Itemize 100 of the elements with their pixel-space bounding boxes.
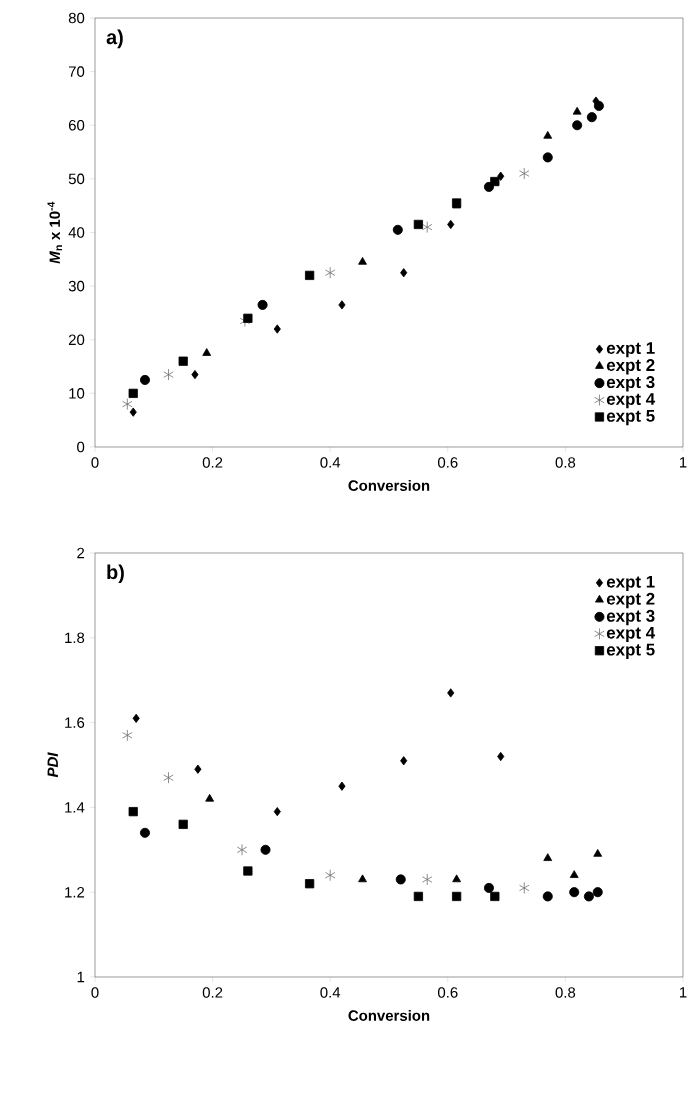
point <box>273 324 281 334</box>
point <box>592 887 603 898</box>
point <box>122 398 133 410</box>
legend-label: expt 4 <box>606 393 655 409</box>
x-tick-label: 0.4 <box>320 457 341 468</box>
point <box>128 807 138 817</box>
point <box>490 176 500 187</box>
y-tick-label: 80 <box>68 12 85 24</box>
y-tick-label: 50 <box>68 173 85 185</box>
annotation: a) <box>106 29 123 49</box>
point <box>413 891 423 902</box>
legend-label: expt 5 <box>606 410 655 426</box>
point <box>194 764 202 774</box>
x-axis-title: Conversion <box>348 1009 430 1021</box>
point <box>483 882 494 893</box>
point <box>447 688 455 698</box>
y-tick-label: 40 <box>68 227 85 238</box>
legend-label: expt 3 <box>606 609 655 626</box>
point <box>358 874 367 883</box>
x-axis-title: Conversion <box>348 479 430 491</box>
point <box>447 219 455 230</box>
point <box>421 873 433 886</box>
point <box>400 756 408 766</box>
point <box>257 299 268 310</box>
x-tick-label: 1 <box>679 457 687 468</box>
y-tick-label: 1.8 <box>65 632 85 644</box>
point <box>583 891 594 902</box>
x-tick-label: 0.8 <box>555 457 576 468</box>
y-tick-label: 30 <box>68 280 85 292</box>
point <box>304 879 315 889</box>
x-tick-label: 0.6 <box>437 987 458 998</box>
point <box>191 370 199 380</box>
legend-label: expt 2 <box>606 592 655 609</box>
y-tick-label: 70 <box>68 66 85 77</box>
point <box>392 224 403 235</box>
point <box>586 112 597 123</box>
point <box>338 781 346 791</box>
point <box>243 313 253 323</box>
point <box>569 887 580 898</box>
point <box>338 300 346 310</box>
y-tick-label: 0 <box>77 441 85 453</box>
point <box>569 870 579 878</box>
point <box>324 266 336 279</box>
y-tick-label: 10 <box>69 388 85 399</box>
point <box>205 793 214 802</box>
point <box>572 120 583 131</box>
point <box>129 407 137 417</box>
point <box>542 891 553 902</box>
x-tick-label: 0.8 <box>555 987 576 998</box>
y-tick-label: 1.6 <box>65 717 85 728</box>
point <box>421 221 433 234</box>
point <box>519 882 530 894</box>
y-axis-title: PDI <box>47 752 58 778</box>
point <box>400 268 408 278</box>
point <box>593 849 603 857</box>
x-tick-label: 0.4 <box>320 987 341 998</box>
point <box>304 270 315 280</box>
point <box>139 827 150 838</box>
y-tick-label: 1 <box>77 971 85 983</box>
point <box>132 713 140 723</box>
x-tick-label: 0.2 <box>202 457 223 468</box>
point <box>178 356 188 366</box>
y-tick-label: 1.4 <box>65 802 85 813</box>
point <box>395 874 406 885</box>
point <box>358 256 367 265</box>
point <box>163 368 174 381</box>
point <box>163 771 174 784</box>
legend-label: expt 4 <box>606 626 655 643</box>
x-tick-label: 0 <box>91 457 99 468</box>
y-axis-title: M$_{n}$ x 10$^{-4}$ <box>47 201 62 264</box>
point <box>260 844 271 855</box>
y-tick-label: 20 <box>68 334 85 346</box>
point <box>273 807 281 817</box>
point <box>243 866 253 876</box>
point <box>139 374 150 385</box>
legend-label: expt 3 <box>606 376 655 392</box>
point <box>452 874 461 883</box>
point <box>324 869 336 882</box>
point <box>413 219 423 230</box>
point <box>543 130 553 139</box>
point <box>543 853 553 861</box>
annotation: b) <box>107 564 124 584</box>
y-tick-label: 60 <box>68 119 85 131</box>
point <box>236 843 248 856</box>
x-tick-label: 0.2 <box>202 987 223 998</box>
point <box>497 751 505 762</box>
point <box>519 167 530 180</box>
point <box>202 348 212 356</box>
legend-label: expt 1 <box>606 342 655 358</box>
point <box>178 819 188 829</box>
x-tick-label: 0 <box>91 987 99 998</box>
point <box>128 388 138 398</box>
point <box>572 106 582 115</box>
y-tick-label: 2 <box>77 547 85 559</box>
point <box>593 100 604 111</box>
point <box>451 891 462 902</box>
y-tick-label: 1.2 <box>65 886 85 898</box>
point <box>490 891 500 902</box>
legend-label: expt 2 <box>606 359 655 375</box>
point <box>542 152 553 163</box>
